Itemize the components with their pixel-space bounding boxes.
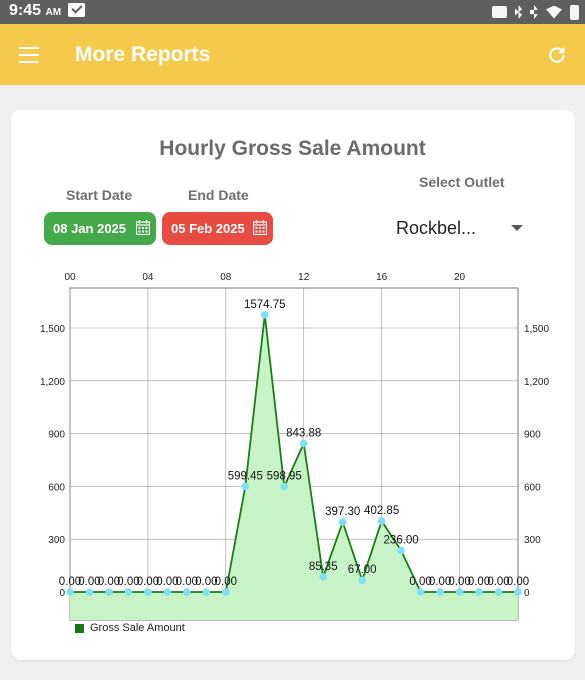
cast-icon bbox=[492, 6, 507, 18]
y-tick-label-right: 900 bbox=[524, 430, 541, 441]
data-label: 598.95 bbox=[267, 471, 302, 483]
data-label: 0.00 bbox=[98, 576, 120, 588]
bluetooth-icon bbox=[515, 5, 522, 19]
data-point bbox=[260, 311, 269, 319]
data-label: 599.45 bbox=[228, 470, 263, 482]
data-label: 0.00 bbox=[507, 576, 529, 588]
data-label: 1574.75 bbox=[244, 299, 286, 311]
x-tick-label: 08 bbox=[220, 272, 232, 283]
data-label: 85.35 bbox=[309, 561, 338, 573]
y-tick-label-left: 300 bbox=[48, 535, 65, 546]
app-bar: More Reports bbox=[0, 24, 585, 85]
data-label: 0.00 bbox=[487, 576, 509, 588]
x-tick-label: 12 bbox=[298, 272, 310, 283]
data-label: 0.00 bbox=[59, 576, 81, 588]
data-point bbox=[475, 588, 483, 596]
data-label: 0.00 bbox=[429, 576, 451, 588]
data-point bbox=[202, 588, 211, 596]
y-tick-label-left: 1,200 bbox=[40, 377, 65, 388]
data-label: 0.00 bbox=[448, 576, 470, 588]
data-point bbox=[494, 588, 503, 596]
end-date-value: 05 Feb 2025 bbox=[171, 221, 245, 236]
data-label: 67.00 bbox=[348, 564, 377, 576]
data-point bbox=[319, 573, 328, 581]
data-point bbox=[241, 482, 250, 491]
data-point bbox=[397, 546, 405, 555]
y-tick-label-left: 1,500 bbox=[40, 324, 65, 335]
battery-icon bbox=[570, 4, 579, 20]
data-arrows-icon bbox=[530, 5, 538, 19]
end-date-label: End Date bbox=[188, 187, 249, 203]
data-label: 0.00 bbox=[78, 576, 100, 588]
y-tick-label-right: 1,500 bbox=[524, 324, 549, 335]
data-point bbox=[416, 588, 425, 596]
outlet-label: Select Outlet bbox=[419, 174, 505, 190]
x-tick-label: 16 bbox=[376, 272, 388, 283]
data-point bbox=[377, 517, 386, 525]
y-tick-label-left: 0 bbox=[59, 588, 65, 599]
data-point bbox=[85, 588, 94, 596]
data-point bbox=[358, 576, 366, 585]
chart-title: Hourly Gross Sale Amount bbox=[159, 137, 426, 160]
data-label: 0.00 bbox=[215, 576, 237, 588]
data-point bbox=[222, 588, 230, 596]
end-date-button[interactable]: 05 Feb 2025 bbox=[162, 212, 273, 245]
data-label: 402.85 bbox=[364, 505, 399, 517]
start-date-label: Start Date bbox=[66, 187, 133, 203]
data-point bbox=[436, 588, 444, 596]
outlet-value: Rockbel... bbox=[396, 218, 477, 238]
data-point bbox=[455, 588, 464, 596]
legend-label: Gross Sale Amount bbox=[90, 622, 185, 634]
data-label: 0.00 bbox=[176, 576, 198, 588]
data-label: 397.30 bbox=[325, 506, 360, 518]
data-point bbox=[66, 588, 74, 596]
status-icons bbox=[492, 3, 579, 21]
data-label: 0.00 bbox=[156, 576, 178, 588]
page-title: More Reports bbox=[75, 43, 211, 66]
calendar-icon bbox=[253, 220, 267, 235]
data-label: 843.88 bbox=[286, 427, 321, 439]
refresh-icon[interactable] bbox=[547, 45, 567, 65]
data-point bbox=[514, 588, 522, 596]
area-fill bbox=[70, 314, 518, 620]
data-label: 0.00 bbox=[409, 576, 431, 588]
y-tick-label-left: 600 bbox=[48, 482, 65, 493]
data-point bbox=[124, 588, 133, 596]
x-tick-label: 20 bbox=[454, 272, 466, 283]
data-label: 0.00 bbox=[468, 576, 490, 588]
checkbox-notification-icon bbox=[68, 3, 85, 17]
data-label: 0.00 bbox=[137, 576, 159, 588]
y-tick-label-right: 1,200 bbox=[524, 377, 549, 388]
y-tick-label-left: 900 bbox=[48, 430, 65, 441]
menu-icon[interactable] bbox=[19, 47, 39, 63]
data-point bbox=[105, 588, 113, 596]
y-tick-label-right: 0 bbox=[524, 588, 530, 599]
start-date-value: 08 Jan 2025 bbox=[53, 221, 127, 236]
data-point bbox=[280, 482, 289, 491]
chevron-down-icon bbox=[511, 225, 523, 231]
data-point bbox=[299, 439, 308, 448]
data-point bbox=[163, 588, 172, 596]
status-bar: 9:45 AM bbox=[0, 0, 585, 24]
data-label: 0.00 bbox=[195, 576, 217, 588]
y-tick-label-right: 600 bbox=[524, 482, 541, 493]
calendar-icon bbox=[136, 220, 150, 235]
data-point bbox=[183, 588, 191, 596]
data-point bbox=[144, 588, 152, 596]
x-tick-label: 04 bbox=[142, 272, 154, 283]
start-date-button[interactable]: 08 Jan 2025 bbox=[44, 212, 156, 245]
data-label: 0.00 bbox=[117, 576, 139, 588]
y-tick-label-right: 300 bbox=[524, 535, 541, 546]
status-time: 9:45 AM bbox=[9, 2, 62, 19]
x-tick-label: 00 bbox=[64, 272, 76, 283]
outlet-dropdown[interactable]: Rockbel... bbox=[396, 214, 531, 244]
data-label: 236.00 bbox=[384, 534, 419, 546]
legend-swatch bbox=[75, 624, 84, 633]
data-point bbox=[338, 518, 347, 526]
